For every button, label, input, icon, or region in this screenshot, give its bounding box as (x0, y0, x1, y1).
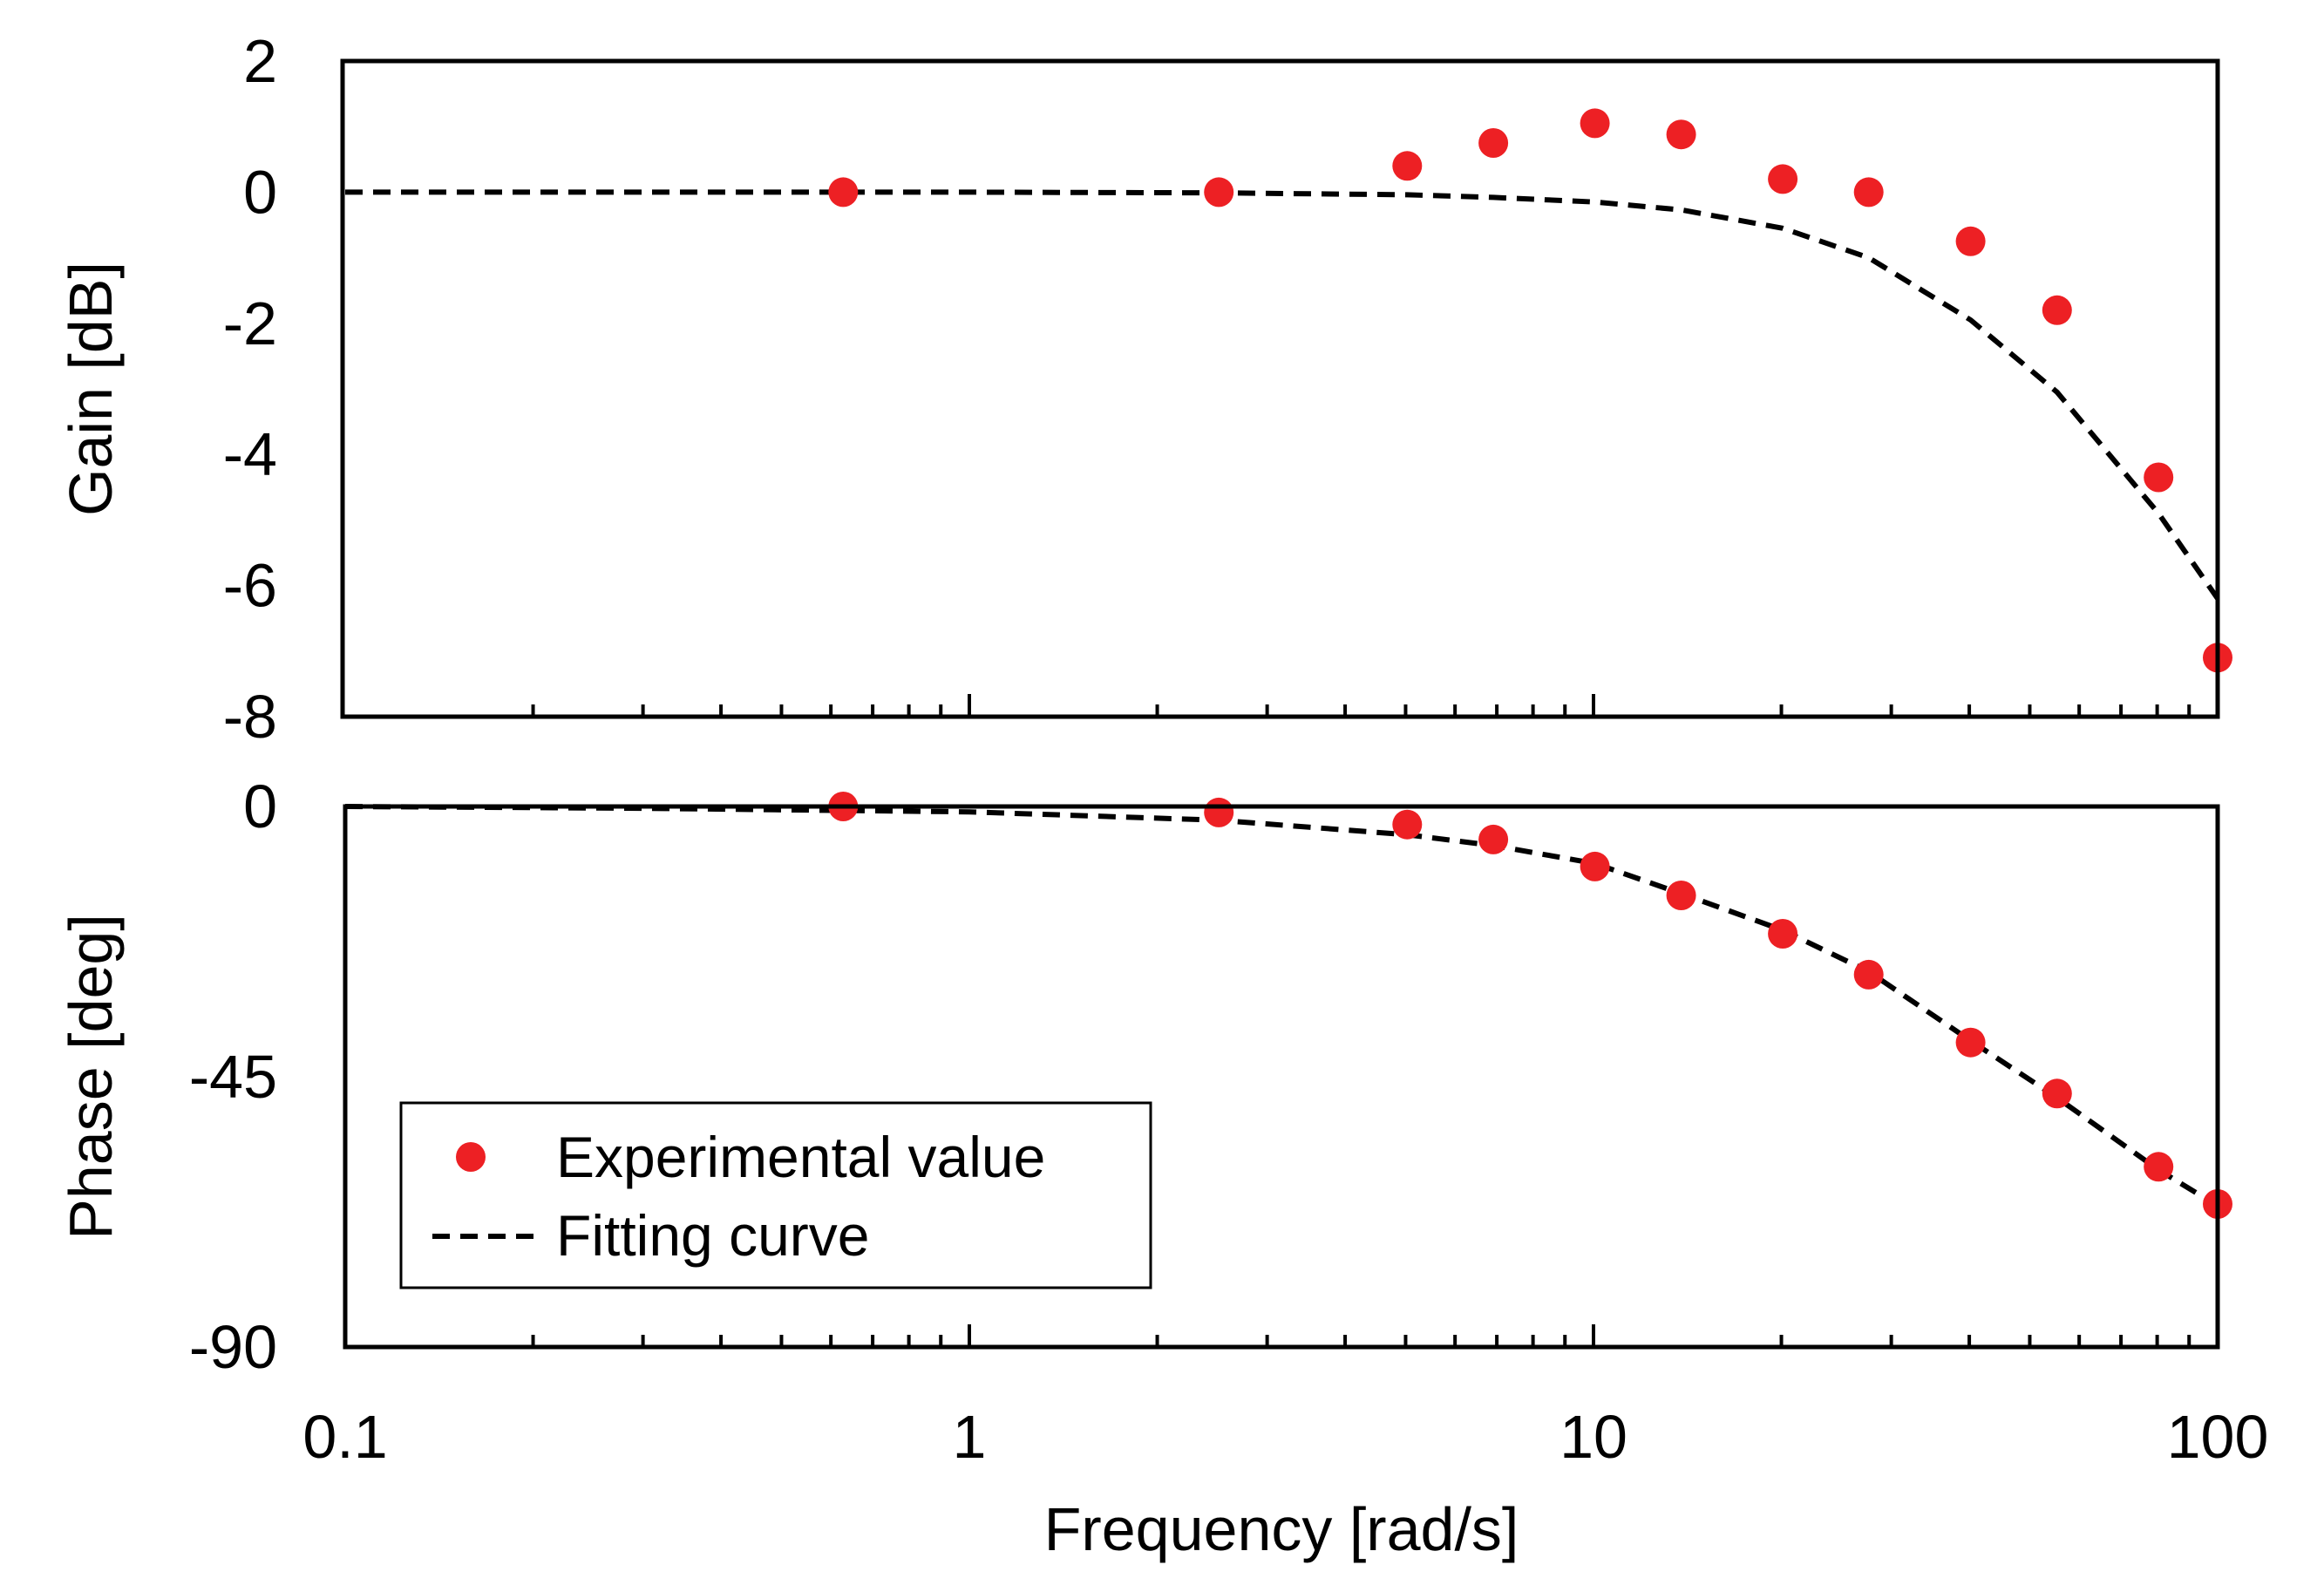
gain-ytick-label: -4 (223, 420, 277, 488)
gain-fitting-curve-layer (345, 189, 2220, 601)
phase-fitting-curve-layer (344, 804, 2219, 1208)
gain-ytick-label: 2 (243, 27, 277, 95)
gain-ytick-label: -8 (223, 683, 277, 751)
gain-fitting-curve (345, 189, 2220, 601)
gain-ytick-label: 0 (243, 158, 277, 226)
phase-fitting-curve (344, 804, 2219, 1208)
phase-xtick-labels: 0.1 1 10 100 (302, 1403, 2268, 1471)
phase-experimental-point (1204, 797, 1234, 827)
gain-panel: 2 0 -2 -4 -6 -8 Gain [dB] (57, 27, 2232, 751)
gain-experimental-point (2042, 295, 2072, 325)
gain-experimental-point (1853, 177, 1884, 208)
gain-experimental-point (2144, 462, 2174, 493)
phase-experimental-point (1392, 809, 1423, 840)
phase-experimental-point (2042, 1078, 2072, 1109)
gain-experimental-point (1768, 164, 1798, 194)
phase-ytick-labels: 0 -45 -90 (189, 772, 277, 1381)
phase-ytick-label: 0 (243, 772, 277, 840)
phase-ytick-label: -45 (189, 1043, 277, 1111)
phase-experimental-point (1580, 851, 1610, 881)
x-tick-label: 0.1 (302, 1403, 387, 1471)
gain-experimental-point (1666, 119, 1696, 150)
legend-box (399, 1101, 1152, 1289)
gain-experimental-point (1580, 108, 1610, 139)
phase-experimental-point (1955, 1027, 1986, 1058)
legend-label-fitting: Fitting curve (556, 1203, 869, 1268)
x-tick-label: 1 (953, 1403, 987, 1471)
gain-experimental-point (1204, 177, 1234, 208)
legend-marker-experimental (456, 1142, 486, 1172)
gain-experimental-markers-layer (828, 108, 2232, 673)
gain-ytick-label: -6 (223, 552, 277, 620)
x-axis-label: Frequency [rad/s] (1044, 1495, 1519, 1563)
gain-ytick-label: -2 (223, 289, 277, 357)
x-tick-label: 10 (1560, 1403, 1627, 1471)
phase-ytick-label: -90 (189, 1313, 277, 1381)
legend: Experimental value Fitting curve (399, 1101, 1152, 1289)
phase-experimental-point (1853, 959, 1884, 990)
x-tick-label: 100 (2167, 1403, 2269, 1471)
gain-ytick-labels: 2 0 -2 -4 -6 -8 (223, 27, 277, 751)
phase-experimental-point (1768, 919, 1798, 949)
phase-experimental-point (1666, 881, 1696, 910)
legend-label-experimental: Experimental value (556, 1125, 1045, 1189)
gain-ylabel: Gain [dB] (57, 262, 125, 516)
phase-experimental-point (2144, 1152, 2174, 1182)
phase-panel: 0 -45 -90 0.1 1 10 100 Phase [deg] Frequency … (57, 772, 2268, 1563)
phase-experimental-point (1478, 824, 1509, 854)
gain-plot-frame (340, 58, 2220, 719)
gain-experimental-point (1392, 151, 1423, 181)
phase-plot-frame (343, 804, 2220, 1350)
gain-experimental-point (1955, 226, 1986, 256)
phase-ylabel: Phase [deg] (57, 914, 125, 1240)
gain-experimental-point (828, 177, 859, 208)
gain-experimental-point (1478, 128, 1509, 158)
